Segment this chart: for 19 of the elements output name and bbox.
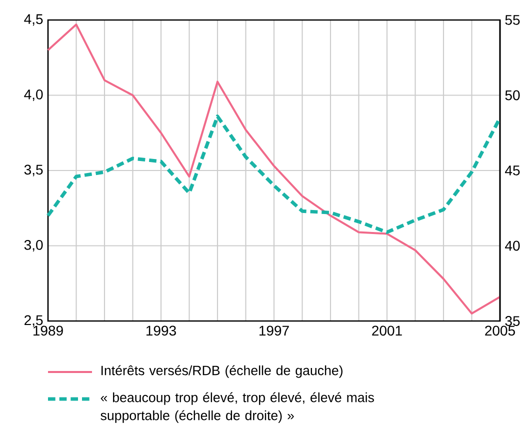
y2-tick-label: 35 (505, 316, 520, 326)
y2-tick-label: 40 (505, 240, 520, 251)
y2-tick-label: 45 (505, 166, 520, 176)
y-tick-label: 3,5 (24, 164, 43, 176)
line-series (47, 24, 501, 314)
line-series (46, 114, 502, 234)
legend-label: « beaucoup trop élevé, trop élevé, élevé mais supportable (échelle de droite) » (100, 392, 374, 423)
x-tick-label: 2005 (485, 326, 515, 336)
x-tick-label: 2001 (372, 326, 402, 336)
y-tick-label: 4,5 (24, 14, 43, 26)
y-tick-label: 3,0 (24, 240, 43, 252)
y-tick-label: 4,0 (24, 89, 43, 102)
y2-tick-label: 55 (505, 15, 520, 25)
y2-tick-label: 50 (505, 90, 520, 100)
x-tick-label: 1993 (146, 326, 176, 336)
x-tick-label: 1989 (33, 326, 63, 336)
legend-label: Intérêts versés/RDB (échelle de gauche) (102, 365, 342, 378)
x-tick-label: 1997 (259, 326, 289, 336)
y-tick-label: 2,5 (24, 315, 43, 327)
